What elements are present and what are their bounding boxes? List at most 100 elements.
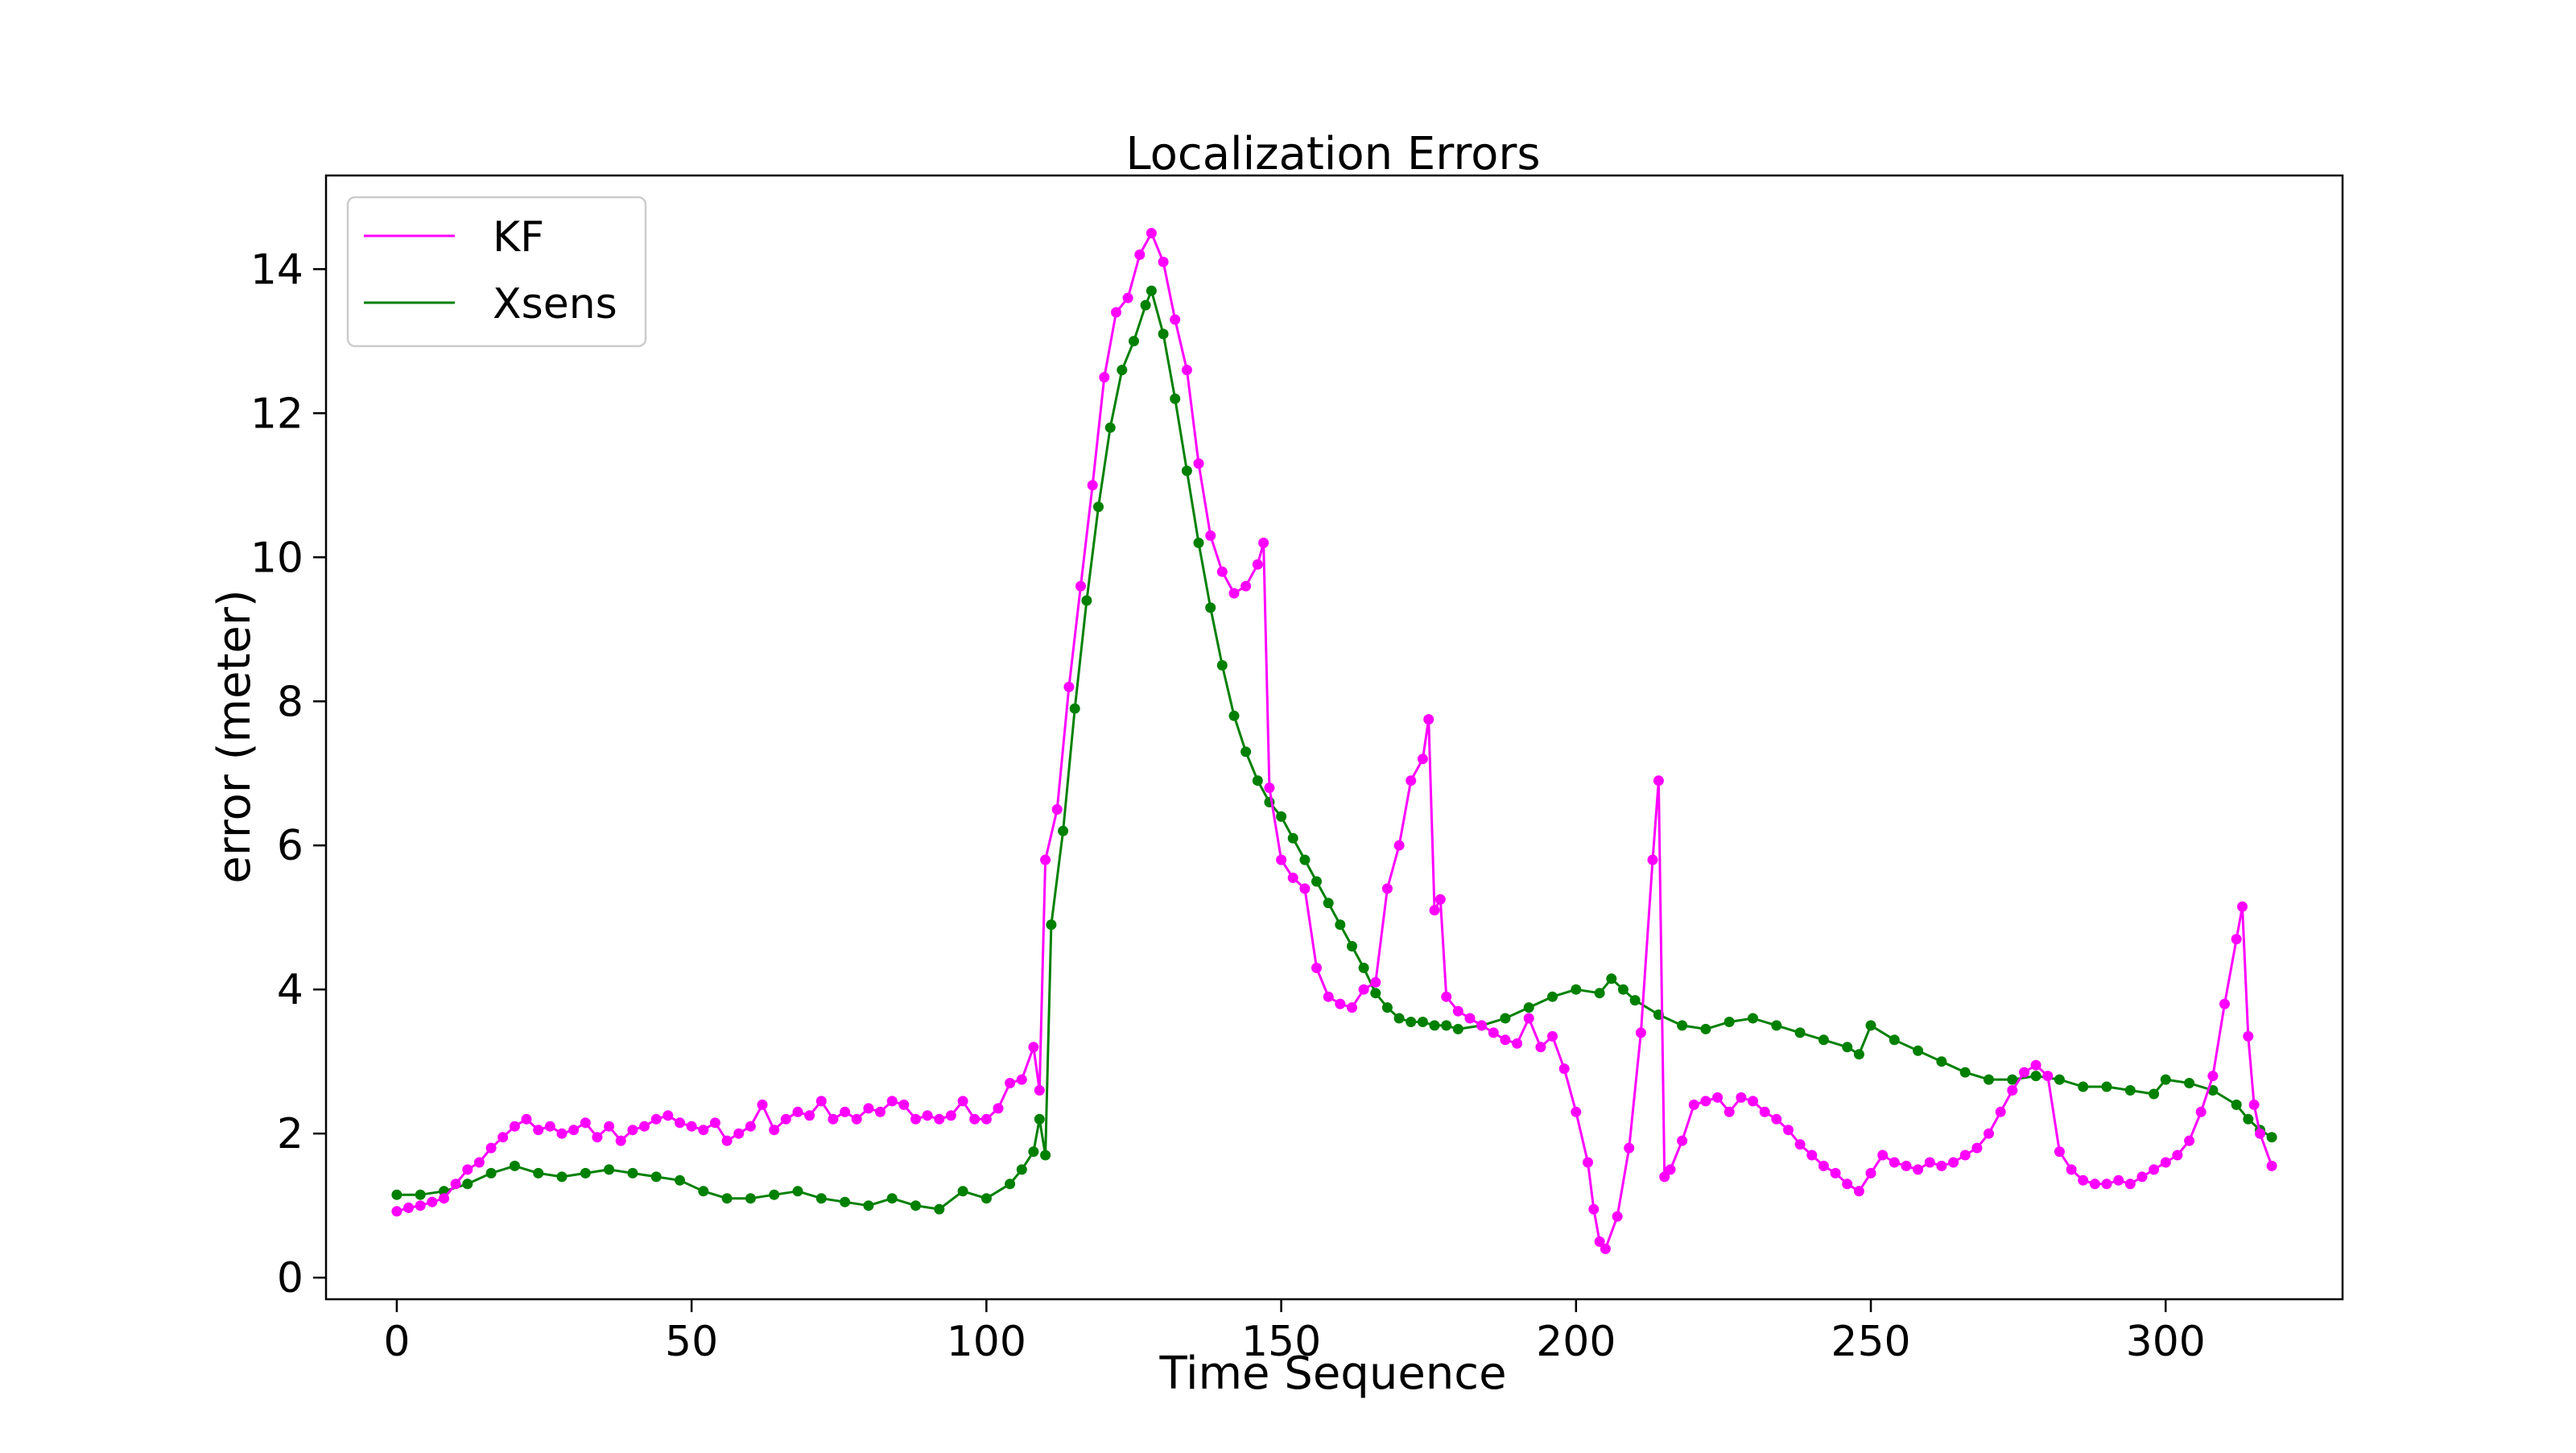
data-point-kf xyxy=(993,1103,1004,1114)
data-point-kf xyxy=(757,1099,768,1110)
x-axis-label: Time Sequence xyxy=(1158,1348,1506,1400)
data-point-kf xyxy=(450,1178,461,1190)
data-point-kf xyxy=(1134,249,1146,260)
data-point-kf xyxy=(1016,1074,1027,1085)
data-point-kf xyxy=(1759,1106,1770,1117)
data-point-kf xyxy=(686,1121,697,1132)
data-point-kf xyxy=(698,1125,709,1136)
data-point-kf xyxy=(1170,314,1181,325)
data-point-xsens xyxy=(462,1178,473,1190)
data-point-kf xyxy=(2136,1171,2148,1183)
data-point-xsens xyxy=(1158,328,1169,340)
data-point-kf xyxy=(1347,1002,1357,1013)
data-point-xsens xyxy=(1069,703,1080,714)
data-point-xsens xyxy=(1117,365,1128,376)
data-point-kf xyxy=(863,1103,874,1114)
data-point-xsens xyxy=(1818,1034,1829,1046)
data-point-kf xyxy=(2184,1135,2195,1146)
data-point-xsens xyxy=(721,1193,733,1204)
data-point-xsens xyxy=(1028,1146,1039,1158)
data-point-kf xyxy=(1099,372,1110,383)
data-point-kf xyxy=(1264,782,1275,794)
data-point-kf xyxy=(485,1142,497,1154)
y-axis-label: error (meter) xyxy=(208,589,261,884)
data-point-kf xyxy=(1995,1106,2006,1117)
data-point-xsens xyxy=(1016,1164,1027,1175)
data-point-kf xyxy=(1700,1096,1711,1107)
data-point-xsens xyxy=(1311,876,1322,887)
data-point-kf xyxy=(922,1110,933,1121)
legend-label-xsens: Xsens xyxy=(493,280,617,328)
data-point-kf xyxy=(580,1117,591,1129)
data-point-xsens xyxy=(2054,1074,2065,1085)
data-point-xsens xyxy=(1381,1002,1393,1013)
data-point-xsens xyxy=(509,1160,520,1171)
data-point-xsens xyxy=(1393,1013,1405,1024)
data-point-xsens xyxy=(2160,1074,2171,1085)
data-point-xsens xyxy=(1241,746,1252,757)
data-point-xsens xyxy=(1500,1013,1511,1024)
x-tick-label: 200 xyxy=(1536,1318,1616,1366)
data-point-kf xyxy=(1252,559,1263,570)
data-point-kf xyxy=(509,1121,520,1132)
x-tick-label: 100 xyxy=(947,1318,1026,1366)
data-point-kf xyxy=(2172,1150,2183,1161)
data-point-kf xyxy=(2255,1128,2265,1139)
data-point-xsens xyxy=(1370,988,1381,999)
data-point-kf xyxy=(1523,1013,1534,1024)
data-point-xsens xyxy=(627,1167,638,1178)
data-point-xsens xyxy=(1629,995,1641,1006)
data-point-kf xyxy=(1712,1092,1724,1103)
data-point-xsens xyxy=(2124,1085,2136,1096)
data-point-xsens xyxy=(604,1164,615,1175)
data-point-kf xyxy=(1535,1042,1546,1053)
data-point-xsens xyxy=(1299,854,1311,865)
y-tick-label: 14 xyxy=(250,246,303,294)
data-point-kf xyxy=(1417,753,1428,765)
data-point-xsens xyxy=(2184,1078,2195,1088)
data-point-kf xyxy=(1889,1157,1900,1168)
data-point-xsens xyxy=(1040,1150,1051,1161)
data-point-kf xyxy=(1594,1236,1605,1247)
data-point-kf xyxy=(1441,991,1452,1002)
data-point-xsens xyxy=(1216,660,1228,671)
data-point-kf xyxy=(1794,1139,1806,1150)
data-point-xsens xyxy=(1287,832,1298,844)
data-point-kf xyxy=(1853,1186,1864,1197)
data-point-kf xyxy=(851,1113,862,1125)
y-tick-label: 4 xyxy=(277,966,303,1014)
data-point-xsens xyxy=(1523,1002,1534,1013)
data-point-xsens xyxy=(886,1193,898,1204)
data-point-xsens xyxy=(533,1167,544,1178)
x-tick-label: 300 xyxy=(2126,1318,2206,1366)
data-point-kf xyxy=(1323,991,1334,1002)
series-line-xsens xyxy=(396,289,2273,1211)
data-point-kf xyxy=(1205,530,1216,541)
data-point-kf xyxy=(1063,681,1075,692)
y-tick-label: 12 xyxy=(250,390,303,438)
data-point-xsens xyxy=(840,1196,851,1207)
data-point-kf xyxy=(663,1110,674,1121)
data-point-kf xyxy=(627,1125,638,1136)
data-point-kf xyxy=(639,1121,650,1132)
data-point-kf xyxy=(1335,998,1346,1009)
data-point-kf xyxy=(1771,1113,1782,1125)
legend: KF Xsens xyxy=(346,196,647,348)
data-point-xsens xyxy=(1358,962,1369,973)
data-point-xsens xyxy=(2149,1088,2160,1100)
data-point-kf xyxy=(592,1132,603,1143)
data-point-xsens xyxy=(1748,1013,1758,1024)
data-point-xsens xyxy=(1193,537,1204,548)
data-point-kf xyxy=(2195,1106,2207,1117)
data-point-kf xyxy=(615,1135,626,1146)
data-point-kf xyxy=(1358,984,1369,995)
data-point-xsens xyxy=(957,1186,968,1197)
data-point-kf xyxy=(650,1113,662,1125)
data-point-kf xyxy=(1193,458,1204,469)
plot-frame xyxy=(324,174,2344,1301)
data-point-xsens xyxy=(1046,919,1057,931)
data-point-xsens xyxy=(1700,1023,1711,1034)
data-point-xsens xyxy=(863,1200,874,1212)
data-point-kf xyxy=(1034,1085,1045,1096)
